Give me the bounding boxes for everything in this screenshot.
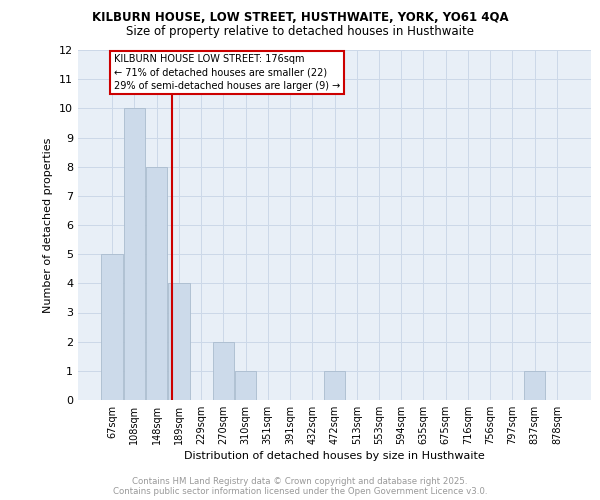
Bar xyxy=(124,108,145,400)
Bar xyxy=(168,284,190,400)
Bar xyxy=(212,342,234,400)
Y-axis label: Number of detached properties: Number of detached properties xyxy=(43,138,53,312)
Text: Size of property relative to detached houses in Husthwaite: Size of property relative to detached ho… xyxy=(126,25,474,38)
Text: Contains HM Land Registry data © Crown copyright and database right 2025.
Contai: Contains HM Land Registry data © Crown c… xyxy=(113,476,487,496)
Bar xyxy=(235,371,256,400)
Text: KILBURN HOUSE, LOW STREET, HUSTHWAITE, YORK, YO61 4QA: KILBURN HOUSE, LOW STREET, HUSTHWAITE, Y… xyxy=(92,11,508,24)
Bar xyxy=(101,254,123,400)
Text: KILBURN HOUSE LOW STREET: 176sqm
← 71% of detached houses are smaller (22)
29% o: KILBURN HOUSE LOW STREET: 176sqm ← 71% o… xyxy=(114,54,340,91)
X-axis label: Distribution of detached houses by size in Husthwaite: Distribution of detached houses by size … xyxy=(184,451,485,461)
Bar xyxy=(324,371,345,400)
Bar xyxy=(524,371,545,400)
Bar xyxy=(146,166,167,400)
